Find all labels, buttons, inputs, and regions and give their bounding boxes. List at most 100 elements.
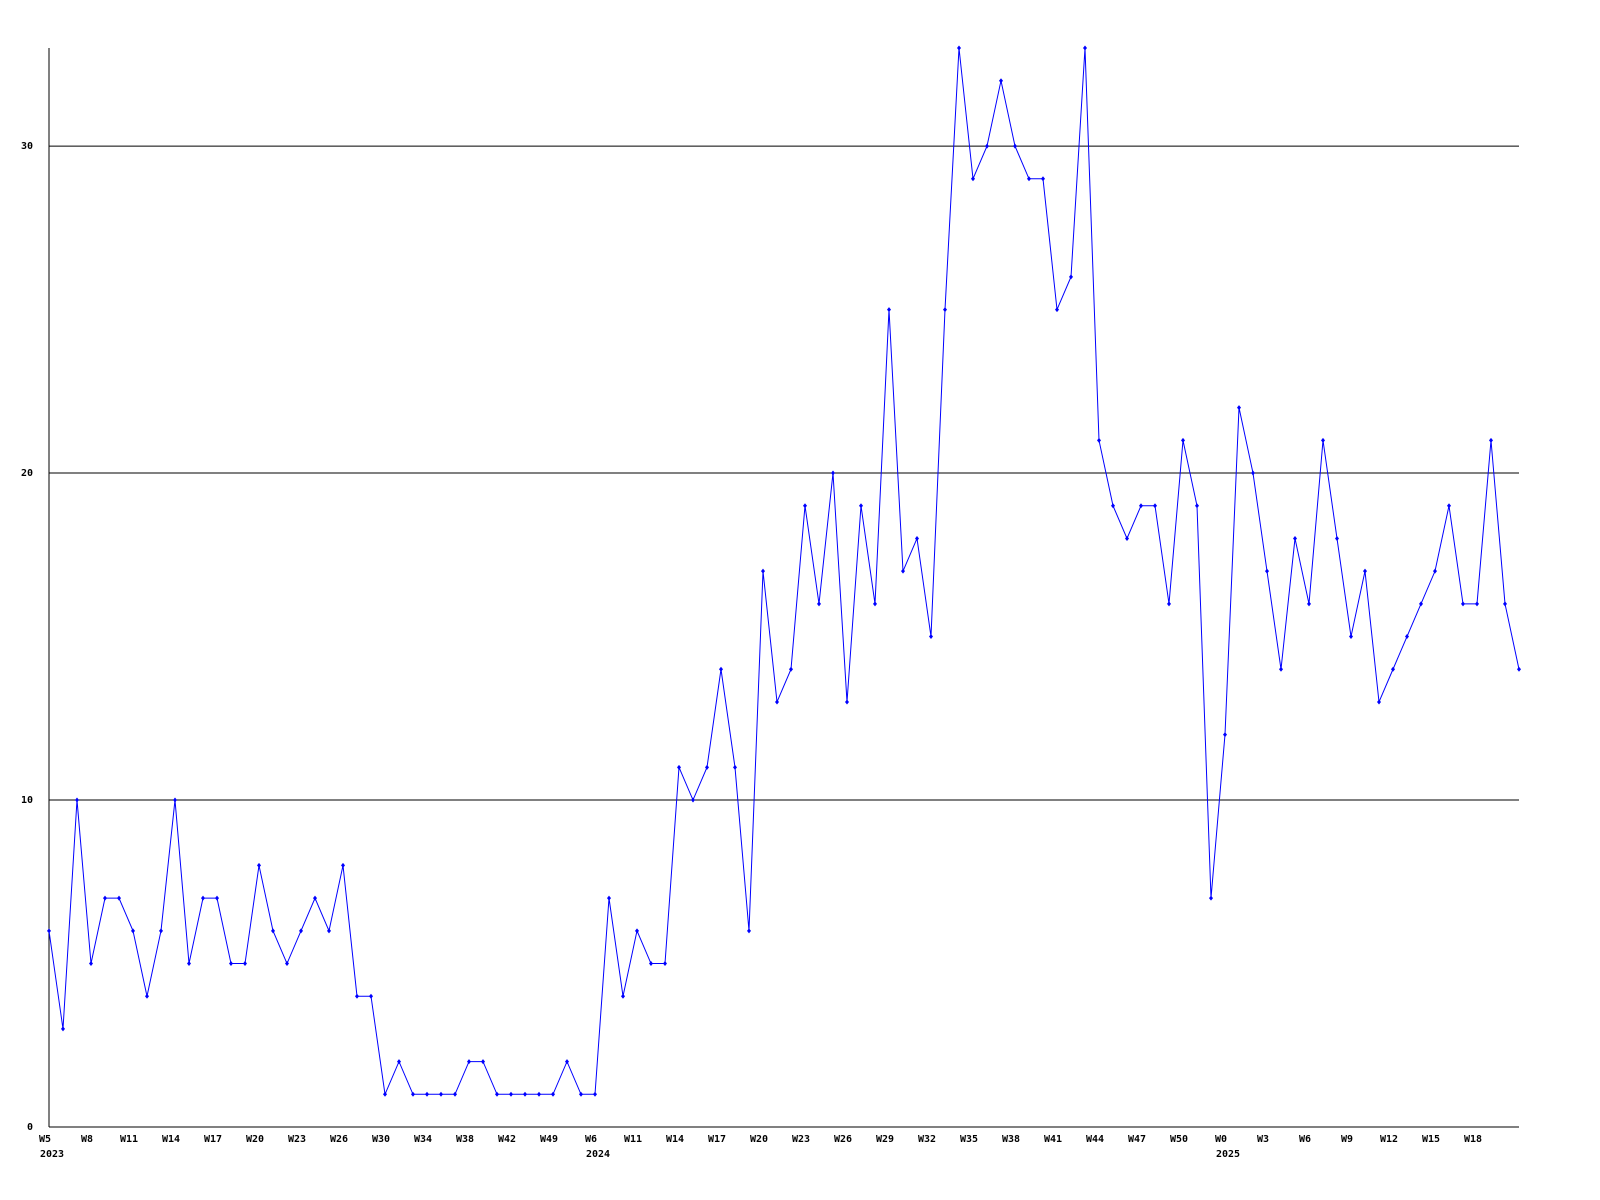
data-point bbox=[1027, 176, 1031, 182]
y-tick-label: 30 bbox=[21, 141, 33, 152]
data-point bbox=[1097, 437, 1101, 443]
data-point bbox=[999, 78, 1003, 84]
data-point bbox=[579, 1091, 583, 1097]
data-point bbox=[537, 1091, 541, 1097]
x-tick-label: W17 bbox=[204, 1134, 222, 1145]
data-point bbox=[929, 634, 933, 640]
data-point bbox=[1083, 45, 1087, 51]
data-point bbox=[313, 895, 317, 901]
data-point bbox=[89, 961, 93, 967]
data-point bbox=[747, 928, 751, 934]
x-tick-label: W26 bbox=[834, 1134, 852, 1145]
data-point bbox=[215, 895, 219, 901]
data-point bbox=[1503, 601, 1507, 607]
x-tick-label: W6 bbox=[585, 1134, 597, 1145]
data-point bbox=[971, 176, 975, 182]
x-year-label: 2024 bbox=[586, 1149, 610, 1160]
data-point bbox=[649, 961, 653, 967]
x-tick-label: W20 bbox=[246, 1134, 264, 1145]
data-point bbox=[1265, 568, 1269, 574]
data-point bbox=[425, 1091, 429, 1097]
x-tick-label: W41 bbox=[1044, 1134, 1062, 1145]
x-tick-label: W11 bbox=[624, 1134, 642, 1145]
x-tick-label: W50 bbox=[1170, 1134, 1188, 1145]
data-point bbox=[859, 503, 863, 509]
data-point bbox=[187, 961, 191, 967]
data-point bbox=[593, 1091, 597, 1097]
x-tick-label: W23 bbox=[288, 1134, 306, 1145]
x-tick-label: W14 bbox=[162, 1134, 180, 1145]
data-point bbox=[1251, 470, 1255, 476]
data-point bbox=[1125, 535, 1129, 541]
data-point bbox=[257, 862, 261, 868]
data-point bbox=[873, 601, 877, 607]
data-point bbox=[985, 143, 989, 149]
data-point bbox=[775, 699, 779, 705]
x-tick-label: W38 bbox=[456, 1134, 474, 1145]
data-point bbox=[635, 928, 639, 934]
data-point bbox=[1377, 699, 1381, 705]
data-point bbox=[243, 961, 247, 967]
x-tick-label: W12 bbox=[1380, 1134, 1398, 1145]
data-point bbox=[285, 961, 289, 967]
data-point bbox=[523, 1091, 527, 1097]
x-tick-label: W14 bbox=[666, 1134, 684, 1145]
y-tick-label: 20 bbox=[21, 468, 33, 479]
x-tick-label: W9 bbox=[1341, 1134, 1353, 1145]
data-point bbox=[607, 895, 611, 901]
data-point bbox=[1139, 503, 1143, 509]
data-point bbox=[1153, 503, 1157, 509]
data-point bbox=[887, 307, 891, 313]
data-point bbox=[1405, 634, 1409, 640]
data-point bbox=[1041, 176, 1045, 182]
data-point bbox=[47, 928, 51, 934]
data-point bbox=[1517, 666, 1521, 672]
x-tick-label: W6 bbox=[1299, 1134, 1311, 1145]
x-tick-label: W32 bbox=[918, 1134, 936, 1145]
data-point bbox=[509, 1091, 513, 1097]
data-point bbox=[1181, 437, 1185, 443]
data-point bbox=[677, 764, 681, 770]
y-tick-label: 0 bbox=[27, 1122, 33, 1133]
data-point bbox=[369, 993, 373, 999]
data-point bbox=[159, 928, 163, 934]
data-point bbox=[845, 699, 849, 705]
data-point bbox=[1321, 437, 1325, 443]
x-tick-label: W15 bbox=[1422, 1134, 1440, 1145]
x-tick-label: W18 bbox=[1464, 1134, 1482, 1145]
data-line bbox=[48, 47, 1520, 1097]
data-point bbox=[481, 1059, 485, 1065]
data-point bbox=[915, 535, 919, 541]
data-point bbox=[1489, 437, 1493, 443]
data-point bbox=[1223, 732, 1227, 738]
data-point bbox=[1237, 405, 1241, 411]
data-point bbox=[75, 797, 79, 803]
x-tick-label: W34 bbox=[414, 1134, 432, 1145]
data-point bbox=[397, 1059, 401, 1065]
x-tick-label: W5 bbox=[39, 1134, 51, 1145]
data-point bbox=[1349, 634, 1353, 640]
data-point bbox=[789, 666, 793, 672]
data-point bbox=[411, 1091, 415, 1097]
data-point bbox=[271, 928, 275, 934]
data-point bbox=[551, 1091, 555, 1097]
data-point bbox=[495, 1091, 499, 1097]
data-point bbox=[957, 45, 961, 51]
x-tick-label: W29 bbox=[876, 1134, 894, 1145]
data-point bbox=[663, 961, 667, 967]
data-point bbox=[1363, 568, 1367, 574]
data-point bbox=[719, 666, 723, 672]
data-point bbox=[1475, 601, 1479, 607]
x-tick-label: W23 bbox=[792, 1134, 810, 1145]
x-tick-label: W8 bbox=[81, 1134, 93, 1145]
data-point bbox=[1293, 535, 1297, 541]
data-point bbox=[1055, 307, 1059, 313]
x-year-label: 2025 bbox=[1216, 1149, 1240, 1160]
data-point bbox=[1391, 666, 1395, 672]
data-point bbox=[901, 568, 905, 574]
data-point bbox=[761, 568, 765, 574]
data-point bbox=[453, 1091, 457, 1097]
data-point bbox=[705, 764, 709, 770]
data-point bbox=[341, 862, 345, 868]
